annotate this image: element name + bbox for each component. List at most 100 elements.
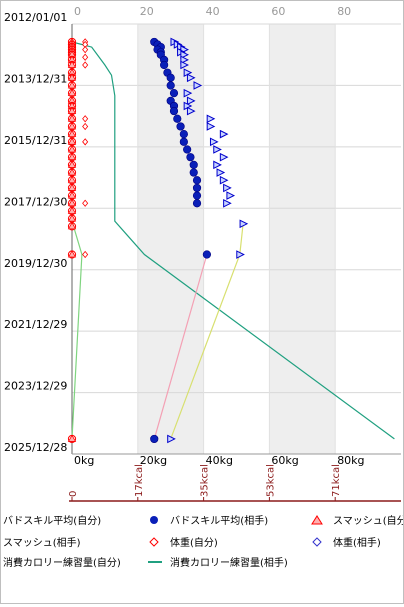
y-tick-label-1: 2013/12/31 <box>4 72 67 85</box>
legend-item-7: 消費カロリー練習量(相手) <box>148 556 288 569</box>
smash-opponent-point-18 <box>209 137 219 147</box>
weight-self-point-2 <box>82 45 89 54</box>
smash-self-point-23 <box>67 175 77 184</box>
skill-opponent-point-11 <box>169 89 179 98</box>
smash-self-point-31 <box>67 434 77 442</box>
smash-opponent-point-24 <box>223 183 232 193</box>
weight-self-point-5 <box>82 115 89 123</box>
legend-label-1: バドスキル平均(相手) <box>170 514 268 527</box>
smash-self-point-19 <box>67 145 77 153</box>
legend-label-5: 体重(相手) <box>333 536 381 549</box>
skill-opponent-point-28 <box>150 434 159 444</box>
smash-self-point-29 <box>67 222 77 230</box>
top-tick-label-3: 60 <box>271 5 285 18</box>
shaded-band-1 <box>269 24 336 454</box>
shaded-bands <box>137 24 336 454</box>
bottom-tick-label-0: 0kg <box>74 454 94 467</box>
legend: バドスキル平均(自分) バドスキル平均(相手) スマッシュ(自分) スマッシュ(相手)… <box>3 514 404 569</box>
top-tick-label-2: 40 <box>206 5 220 18</box>
smash-opponent-point-20 <box>219 152 229 162</box>
kcal-tick-label-1: 17kcal <box>134 464 145 497</box>
legend-item-1: バドスキル平均(相手) <box>150 514 268 527</box>
smash-opponent-point-29 <box>167 434 176 444</box>
legend-label-2: スマッシュ(自分) <box>333 514 403 527</box>
bottom-tick-label-3: 60kg <box>271 454 298 467</box>
kcal-axis: 0 17kcal 35kcal 53kcal 71kcal <box>68 464 401 502</box>
skill-opponent-trend-line <box>153 254 208 440</box>
top-tick-label-0: 0 <box>74 5 81 18</box>
smash-self-point-17 <box>67 129 77 138</box>
smash-self-point-21 <box>67 160 77 168</box>
y-tick-label-6: 2023/12/29 <box>4 380 67 393</box>
y-tick-label-5: 2021/12/29 <box>4 318 67 331</box>
weight-self-point-3 <box>82 53 89 61</box>
legend-label-4: 体重(自分) <box>170 536 218 549</box>
smash-self-point-14 <box>67 106 77 114</box>
smash-opponent-point-12 <box>186 96 196 106</box>
smash-self-point-9 <box>67 73 77 81</box>
y-tick-label-7: 2025/12/28 <box>4 441 67 454</box>
y-tick-label-3: 2017/12/30 <box>4 195 67 208</box>
legend-item-4: 体重(自分) <box>149 536 218 549</box>
smash-self-point-7 <box>67 60 77 68</box>
smash-self-point-27 <box>67 206 77 214</box>
legend-icon-4 <box>149 537 159 547</box>
skill-opponent-point-26 <box>192 199 202 208</box>
grid-lines <box>71 23 401 455</box>
smash-opponent-point-9 <box>186 73 196 83</box>
smash-self-point-28 <box>67 214 77 222</box>
weight-self-point-4 <box>82 61 89 69</box>
top-tick-label-1: 20 <box>140 5 154 18</box>
legend-icon-2 <box>311 515 323 525</box>
y-axis-tick-labels: 2012/01/01 2013/12/31 2015/12/31 2017/12/30… <box>4 11 67 454</box>
legend-icon-5 <box>312 537 322 547</box>
legend-label-0: バドスキル平均(自分) <box>3 514 101 527</box>
smash-opponent-point-11 <box>183 88 193 98</box>
smash-opponent-point-28 <box>236 250 245 259</box>
legend-label-7: 消費カロリー練習量(相手) <box>170 556 288 569</box>
skill-opponent-point-16 <box>176 122 185 131</box>
smash-opponent-point-17 <box>219 129 229 139</box>
top-x-axis-tick-labels: 02040608010 <box>74 5 404 18</box>
skill-opponent-point-14 <box>169 106 179 116</box>
smash-opponent-point-6 <box>180 55 189 65</box>
bottom-tick-label-1: 20kg <box>140 454 167 467</box>
data-marks <box>67 37 249 444</box>
series-lines <box>71 41 395 440</box>
kcal-opponent-line <box>71 41 395 440</box>
smash-opponent-point-7 <box>180 60 189 70</box>
smash-self-point-30 <box>67 250 77 258</box>
legend-item-2: スマッシュ(自分) <box>311 514 404 527</box>
skill-opponent-point-24 <box>192 183 202 193</box>
legend-icon-1 <box>150 516 158 524</box>
smash-self-point-25 <box>67 191 77 199</box>
weight-self-point-9 <box>82 250 89 259</box>
kcal-tick-label-2: 35kcal <box>200 464 211 497</box>
y-tick-label-0: 2012/01/01 <box>4 11 67 24</box>
top-tick-label-4: 80 <box>337 5 351 18</box>
bottom-tick-label-4: 80kg <box>337 454 364 467</box>
skill-opponent-point-9 <box>166 73 175 82</box>
smash-self-point-10 <box>67 81 77 89</box>
skill-opponent-point-18 <box>179 137 188 146</box>
kcal-self-line <box>71 221 83 439</box>
smash-opponent-point-19 <box>213 145 222 154</box>
smash-self-point-18 <box>67 137 77 145</box>
legend-item-6: 消費カロリー練習量(自分) <box>3 556 121 569</box>
smash-self-point-20 <box>67 152 77 161</box>
smash-self-point-11 <box>67 88 77 97</box>
smash-opponent-point-5 <box>180 50 189 60</box>
skill-opponent-point-15 <box>173 114 182 123</box>
kcal-tick-label-3: 53kcal <box>265 464 276 497</box>
weight-self-point-8 <box>82 199 89 207</box>
smash-opponent-point-14 <box>186 106 196 116</box>
smash-opponent-point-23 <box>219 175 229 185</box>
smash-opponent-point-22 <box>216 168 226 177</box>
skill-opponent-point-23 <box>192 176 202 185</box>
skill-opponent-point-17 <box>179 130 188 139</box>
smash-opponent-point-15 <box>206 114 216 124</box>
skill-opponent-point-21 <box>189 160 198 169</box>
legend-label-3: スマッシュ(相手) <box>3 536 81 549</box>
